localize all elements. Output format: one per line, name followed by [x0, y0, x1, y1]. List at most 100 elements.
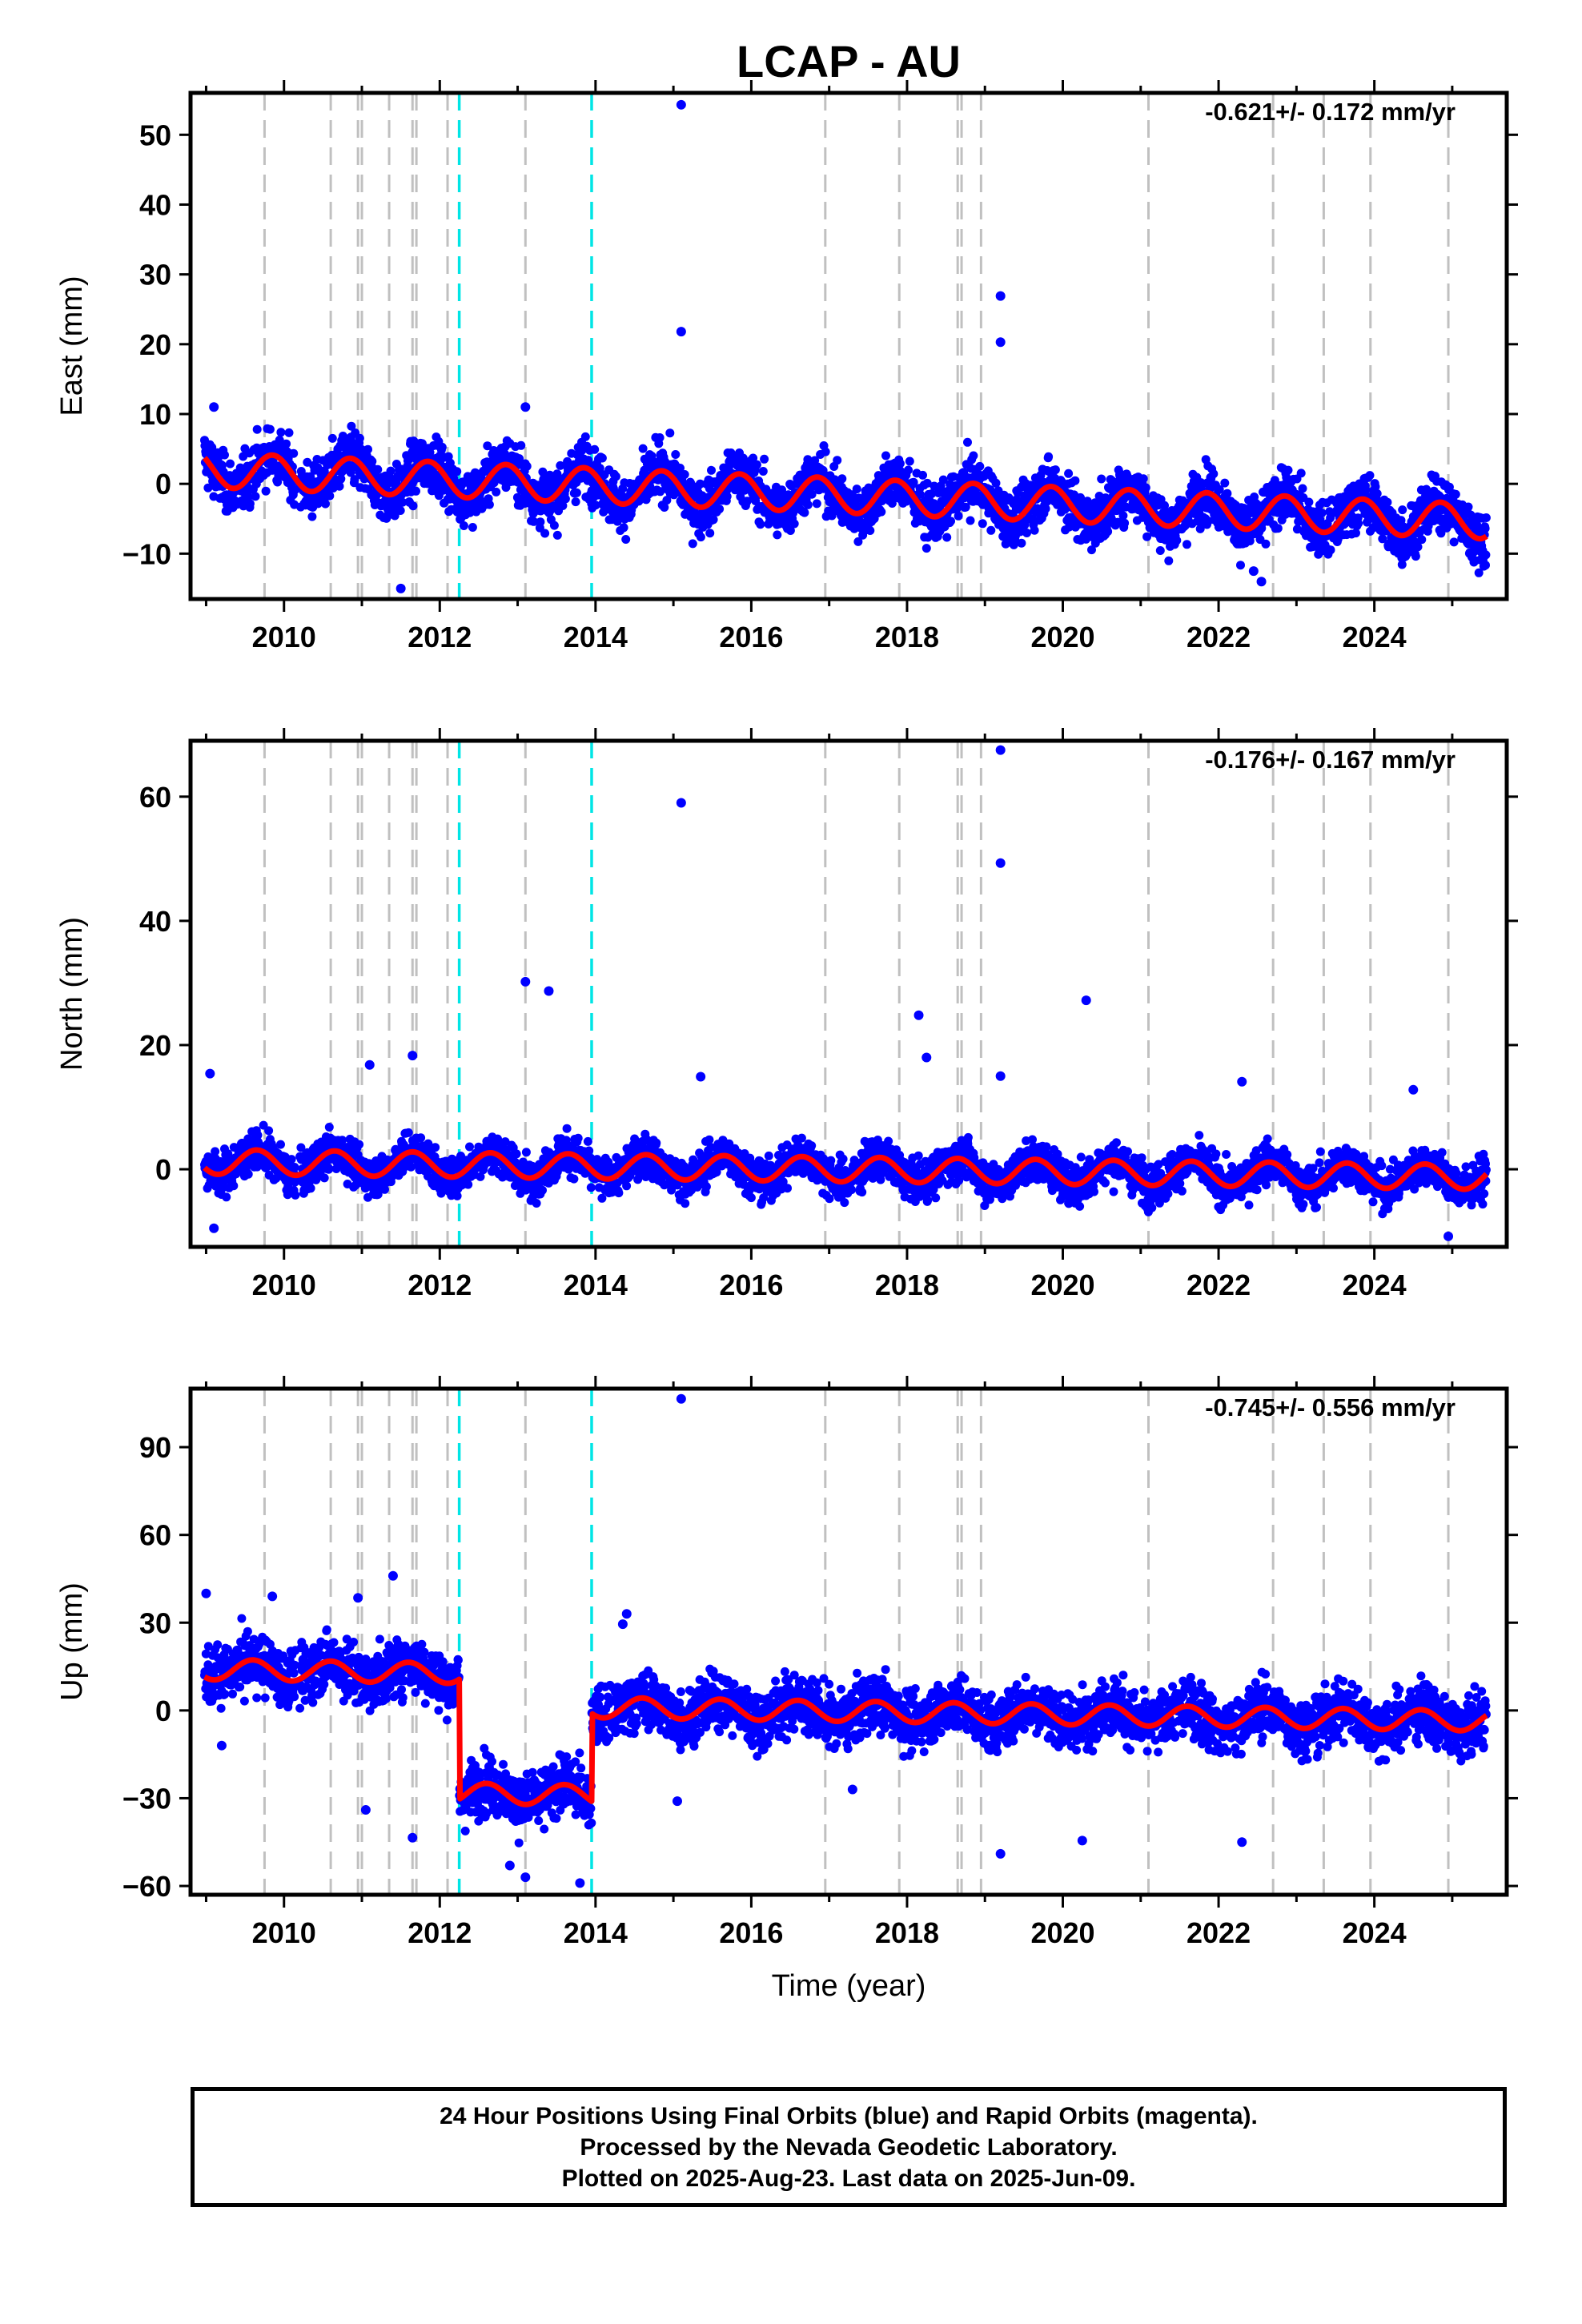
data-point [1283, 465, 1293, 475]
data-point [306, 472, 315, 481]
data-point [1050, 465, 1060, 475]
y-axis-label: East (mm) [55, 275, 89, 416]
data-point [1220, 478, 1230, 488]
data-point [749, 453, 758, 463]
data-point [1261, 539, 1271, 549]
data-point [367, 456, 377, 466]
data-point [1070, 476, 1080, 485]
data-point [715, 505, 725, 514]
data-point [562, 1124, 572, 1133]
data-point [1398, 505, 1407, 515]
data-point [671, 450, 681, 459]
x-tick-label: 2012 [408, 621, 472, 653]
data-point [591, 501, 600, 510]
data-point [1451, 489, 1460, 499]
data-point [416, 1133, 426, 1143]
data-point [595, 464, 604, 473]
data-point [572, 488, 581, 497]
data-point [800, 508, 809, 517]
data-point [942, 533, 952, 542]
data-point [1326, 545, 1335, 555]
data-point [396, 506, 405, 515]
data-point [468, 523, 477, 532]
data-point [264, 1126, 274, 1136]
data-point [688, 539, 697, 549]
data-point [284, 428, 294, 437]
data-point [252, 424, 262, 434]
outlier-point [995, 337, 1006, 348]
data-point [852, 485, 861, 494]
data-point [1481, 550, 1491, 560]
data-point [571, 497, 580, 507]
data-point [276, 428, 286, 437]
data-point [1182, 540, 1191, 549]
data-point [390, 511, 400, 521]
data-point [538, 1185, 547, 1195]
data-point [758, 467, 768, 476]
data-point [837, 474, 847, 484]
data-point [207, 443, 217, 452]
data-point [660, 503, 669, 512]
data-point [327, 433, 337, 443]
data-point [742, 497, 752, 506]
data-point [282, 439, 291, 448]
data-point [261, 486, 271, 496]
y-tick-label: 30 [139, 259, 171, 292]
data-point [676, 464, 685, 472]
data-point [812, 499, 821, 509]
data-point [833, 456, 842, 465]
data-point [986, 525, 996, 535]
data-point [243, 1169, 253, 1179]
data-point [590, 444, 600, 454]
data-point [946, 517, 955, 526]
data-point [622, 1181, 632, 1191]
data-point [251, 492, 260, 501]
data-point [761, 485, 771, 494]
data-point [408, 501, 418, 511]
data-point [1365, 471, 1375, 480]
y-tick-label: 10 [139, 398, 171, 431]
data-point [707, 465, 716, 475]
data-point [336, 474, 346, 484]
data-point [752, 460, 761, 469]
data-layer [200, 745, 1491, 1241]
data-point [325, 491, 335, 501]
data-point [597, 453, 607, 463]
data-point [558, 501, 568, 510]
data-point [556, 460, 565, 470]
data-point [1097, 474, 1106, 484]
data-point [975, 461, 985, 471]
data-point [614, 1188, 624, 1198]
data-point [921, 544, 931, 553]
data-point [324, 1123, 334, 1132]
y-tick-label: 20 [139, 328, 171, 361]
data-point [1041, 504, 1050, 513]
data-point [865, 526, 875, 535]
x-tick-label: 2020 [1030, 621, 1094, 653]
data-point [398, 497, 408, 507]
data-point [521, 1148, 531, 1157]
data-point [1103, 527, 1113, 537]
data-point [220, 450, 229, 460]
data-point [1383, 497, 1392, 507]
data-point [655, 433, 665, 442]
data-layer [200, 99, 1491, 593]
data-point [1417, 535, 1427, 545]
data-point [412, 486, 420, 496]
data-point [573, 1133, 583, 1143]
data-point [437, 442, 447, 452]
data-point [1118, 511, 1128, 521]
data-point [321, 499, 330, 509]
data-point [722, 492, 732, 501]
data-point [877, 507, 886, 517]
data-point [1120, 518, 1130, 528]
data-point [203, 483, 213, 493]
x-tick-label: 2014 [564, 621, 628, 653]
data-point [373, 464, 383, 474]
data-point [459, 521, 468, 530]
data-point [516, 440, 526, 450]
data-point [756, 520, 765, 529]
data-point [1236, 561, 1245, 570]
